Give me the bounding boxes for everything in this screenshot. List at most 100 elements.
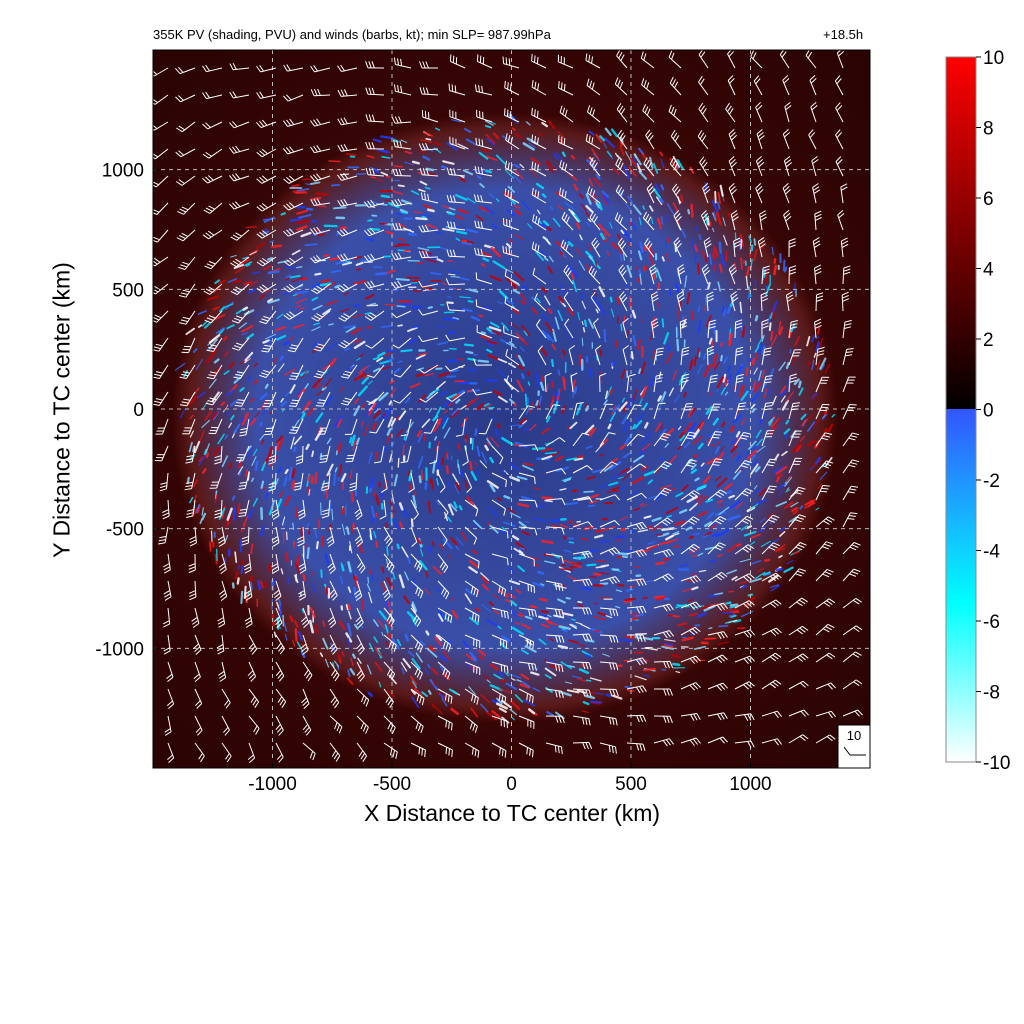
wind-barb-feather	[368, 142, 372, 149]
pv-streak	[791, 506, 799, 512]
pv-streak	[298, 213, 312, 219]
pv-streak	[267, 256, 274, 261]
wind-barb-shaft	[615, 164, 628, 177]
wind-barb-feather	[841, 243, 849, 248]
pv-streak	[371, 422, 377, 431]
wind-barb-feather	[205, 91, 210, 99]
wind-barb-feather	[800, 710, 806, 717]
pv-streak	[296, 225, 308, 231]
pv-streak	[387, 600, 392, 613]
wind-barb-feather	[286, 203, 292, 210]
wind-barb-feather	[477, 750, 480, 758]
wind-barb-feather	[154, 314, 162, 319]
wind-barb-feather	[747, 544, 755, 550]
wind-barb-feather	[394, 84, 396, 92]
pv-streak	[211, 348, 218, 354]
pv-streak	[580, 203, 587, 212]
wind-barb-feather	[846, 348, 854, 350]
pv-streak	[339, 385, 345, 393]
wind-barb-feather	[342, 400, 350, 403]
wind-barb-feather	[744, 460, 752, 464]
wind-barb-feather	[232, 288, 240, 293]
wind-barb-feather	[288, 378, 297, 380]
pv-streak	[752, 461, 758, 466]
wind-barb-feather	[614, 212, 619, 220]
colorbar-tick-label: -2	[983, 471, 1000, 492]
pv-streak	[722, 217, 726, 227]
wind-barb-feather	[259, 120, 265, 127]
wind-barb-shaft	[367, 120, 385, 123]
pv-streak	[406, 421, 414, 433]
pv-streak	[245, 226, 258, 229]
wind-barb-feather	[554, 663, 558, 671]
pv-streak	[505, 682, 517, 691]
wind-barb-shaft	[563, 297, 574, 312]
wind-barb-feather	[186, 455, 194, 458]
pv-streak	[407, 326, 418, 333]
wind-barb-shaft	[155, 283, 169, 295]
pv-streak	[575, 222, 581, 230]
wind-barb-feather	[449, 195, 453, 203]
wind-barb-feather	[234, 345, 241, 349]
pv-streak	[341, 523, 346, 536]
wind-barb-shaft	[563, 270, 574, 285]
pv-streak	[700, 605, 711, 610]
wind-barb-feather	[192, 623, 200, 628]
wind-barb-feather	[744, 517, 751, 522]
pv-streak	[619, 253, 623, 262]
pv-streak	[773, 417, 782, 428]
wind-barb-feather	[313, 375, 321, 379]
wind-barbs	[153, 50, 863, 763]
wind-barb-feather	[505, 246, 508, 254]
pv-streak	[248, 418, 257, 427]
pv-streak	[717, 192, 721, 204]
wind-barb-feather	[303, 622, 310, 628]
pv-streak	[682, 289, 685, 296]
wind-barb-shaft	[785, 295, 790, 312]
wind-barb-feather	[761, 322, 769, 326]
wind-barb-feather	[593, 216, 598, 223]
wind-barb-feather	[310, 146, 315, 153]
pv-streak	[256, 579, 262, 591]
pv-streak	[306, 486, 310, 495]
pv-streak	[528, 556, 540, 561]
x-tick-label: 1000	[729, 774, 771, 795]
wind-barb-feather	[665, 604, 671, 611]
wind-barb-shaft	[651, 322, 655, 339]
wind-barb-shaft	[814, 268, 817, 285]
wind-barb-feather	[163, 647, 171, 652]
wind-barb-shaft	[476, 305, 493, 312]
pv-streak	[276, 440, 280, 450]
pv-streak	[377, 351, 386, 358]
wind-barb-feather	[615, 635, 619, 643]
pv-streak	[546, 383, 549, 392]
pv-streak	[447, 296, 452, 299]
wind-barb-shaft	[233, 121, 250, 129]
wind-barb-feather	[286, 64, 291, 71]
wind-barb-feather	[615, 718, 618, 726]
pv-streak	[585, 405, 590, 412]
wind-barb-feather	[362, 724, 367, 732]
pv-streak	[421, 691, 428, 697]
wind-barb-feather	[163, 650, 171, 655]
wind-barb-feather	[450, 221, 453, 229]
pv-streak	[331, 183, 341, 187]
pv-streak	[455, 237, 461, 242]
pv-streak	[264, 484, 267, 490]
wind-barb-feather	[452, 55, 455, 63]
pv-streak	[480, 694, 490, 703]
pv-streak	[382, 412, 386, 419]
wind-barb-feather	[419, 696, 422, 704]
pv-streak	[222, 335, 228, 342]
pv-streak	[496, 697, 503, 705]
wind-barb-feather	[614, 77, 619, 85]
pv-streak	[728, 614, 736, 618]
wind-barb-shaft	[383, 499, 387, 516]
pv-streak	[450, 596, 454, 602]
pv-streak	[328, 160, 341, 163]
pv-streak	[201, 419, 211, 428]
pv-streak	[663, 427, 675, 439]
wind-barb-shaft	[642, 110, 655, 123]
wind-barb-feather	[692, 738, 698, 745]
pv-streak	[562, 375, 565, 387]
